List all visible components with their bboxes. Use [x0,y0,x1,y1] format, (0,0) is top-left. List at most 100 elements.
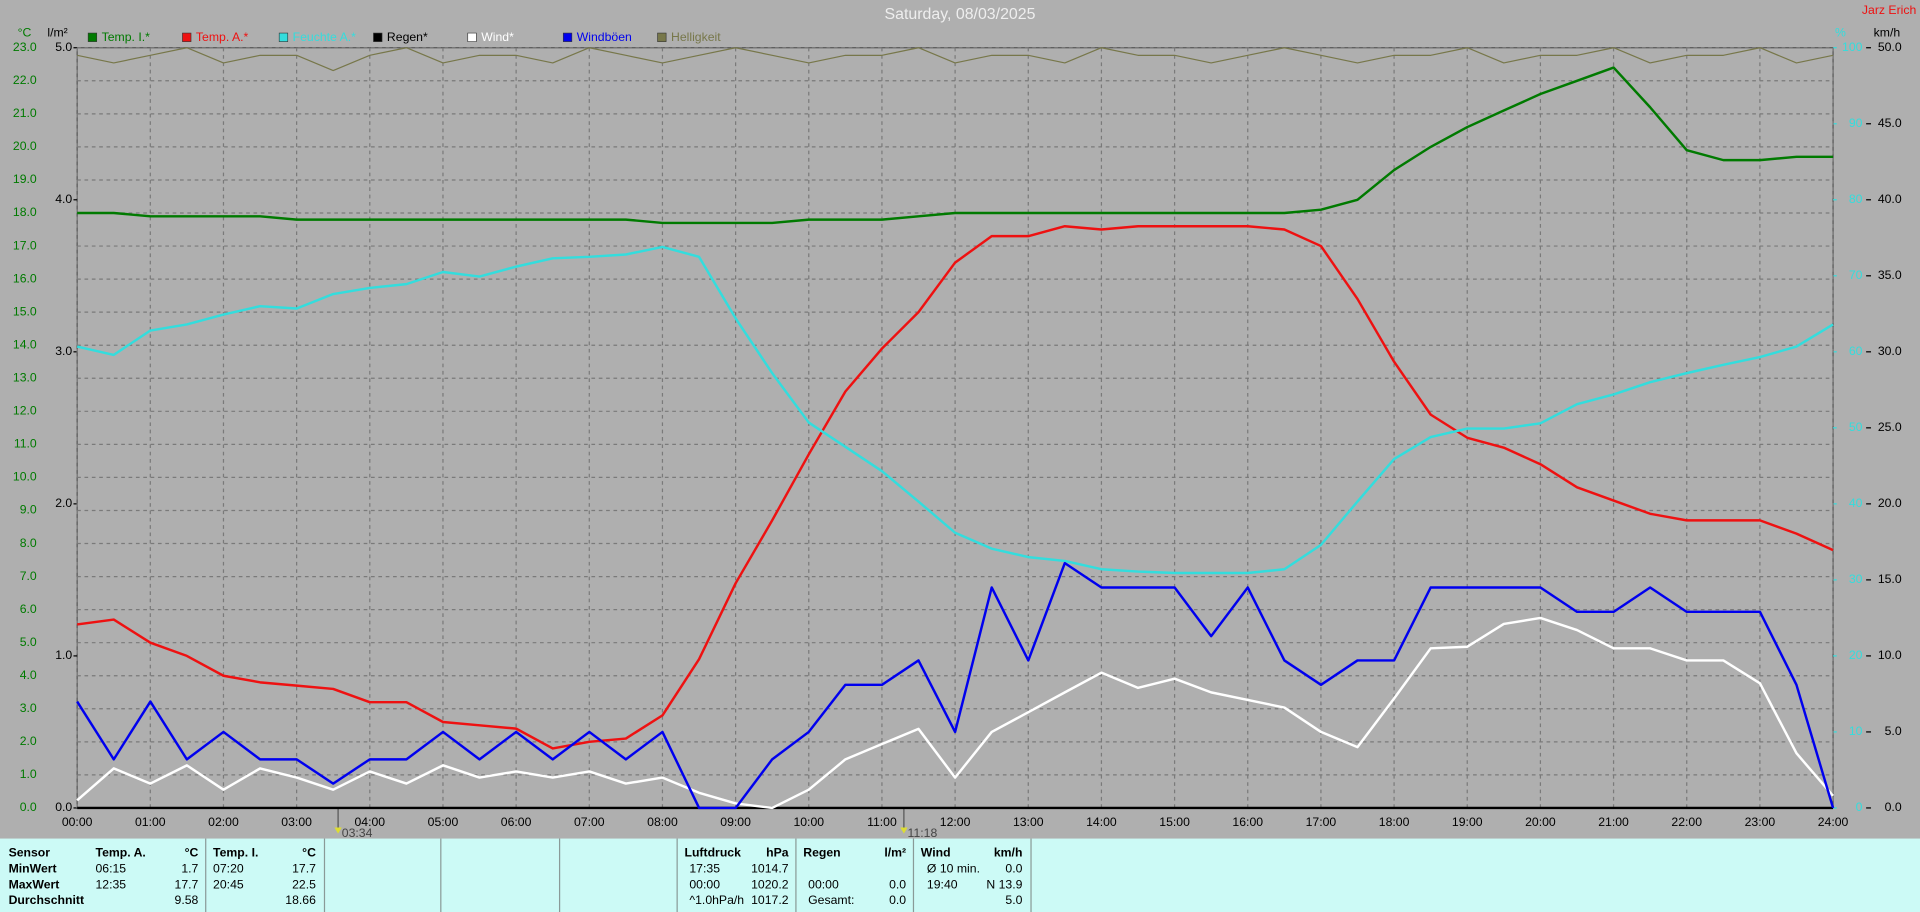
plot-area [76,47,1834,809]
legend-swatch [182,32,192,42]
humidity-tick-label: 0 [1856,800,1863,814]
footer-cell: 0.0 [889,893,906,907]
y2-tick-label: 15.0 [1878,572,1902,586]
y-tick-label: 23.0 [13,40,37,54]
x-tick-label: 12:00 [940,815,971,829]
y-tick-label: 1.0 [20,767,37,781]
x-tick-label: 19:00 [1452,815,1483,829]
series-line [76,245,1834,575]
footer-header: Regen [803,845,840,859]
y2-tick-label: 10.0 [1878,648,1902,662]
humidity-tick-label: 100 [1842,40,1863,54]
y2-tick-label: 40.0 [1878,192,1902,206]
y-tick-label: 0.0 [20,800,37,814]
y2-tick-label: 45.0 [1878,116,1902,130]
humidity-tick-label: 60 [1849,344,1863,358]
legend-label: Regen* [387,30,428,44]
footer-cell: 17:35 [689,861,720,875]
footer-cell: 12:35 [96,877,127,891]
y-tick-label: 21.0 [13,106,37,120]
footer-cell: 1020.2 [751,877,789,891]
y-axis-unit: °C [18,25,32,39]
footer-cell: 9.58 [175,893,199,907]
humidity-tick-label: 30 [1849,572,1863,586]
y-tick-label: 5.0 [20,635,37,649]
y-tick-label: 3.0 [20,701,37,715]
annotation-label: 03:34 [342,826,373,840]
legend-label: Feuchte A.* [293,30,356,44]
footer-header: Temp. A. [96,845,146,859]
y2-tick-label: 25.0 [1878,420,1902,434]
series-line [76,225,1834,750]
footer-header: km/h [994,845,1023,859]
footer-header: Sensor [9,845,51,859]
legend-swatch [373,32,383,42]
footer-cell: 17.7 [292,861,316,875]
x-tick-label: 15:00 [1159,815,1190,829]
y-tick-label: 14.0 [13,337,37,351]
humidity-tick-label: 20 [1849,648,1863,662]
humidity-tick-label: 40 [1849,496,1863,510]
x-tick-label: 18:00 [1379,815,1410,829]
legend-swatch [657,32,667,42]
annotation-icon [334,827,342,834]
footer-cell: Gesamt: [808,893,854,907]
y2-tick-label: 20.0 [1878,496,1902,510]
legend-label: Temp. A.* [196,30,249,44]
y2-tick-label: 5.0 [1885,724,1902,738]
y-tick-label: 15.0 [13,304,37,318]
rain-tick-label: 0.0 [55,800,72,814]
y-tick-label: 8.0 [20,536,37,550]
x-tick-label: 00:00 [62,815,93,829]
legend-label: Wind* [481,30,514,44]
x-tick-label: 06:00 [501,815,532,829]
footer-cell: 1014.7 [751,861,789,875]
legend-label: Temp. I.* [102,30,151,44]
x-tick-label: 24:00 [1818,815,1849,829]
y-tick-label: 20.0 [13,139,37,153]
footer-row-label: MinWert [9,861,57,875]
x-tick-label: 23:00 [1745,815,1776,829]
footer-cell: 00:00 [689,877,720,891]
x-tick-label: 03:00 [281,815,312,829]
y-tick-label: 16.0 [13,271,37,285]
x-tick-label: 02:00 [208,815,239,829]
y-tick-label: 10.0 [13,470,37,484]
x-tick-label: 13:00 [1013,815,1044,829]
x-tick-label: 08:00 [647,815,678,829]
x-tick-label: 20:00 [1525,815,1556,829]
footer-cell: 00:00 [808,877,839,891]
y-tick-label: 7.0 [20,569,37,583]
footer-cell: 20:45 [213,877,244,891]
x-tick-label: 07:00 [574,815,605,829]
y-tick-label: 17.0 [13,238,37,252]
station-name: Jarz Erich [1862,3,1917,17]
footer-cell: Ø 10 min. [927,861,980,875]
series-line [76,616,1834,810]
footer-cell: 22.5 [292,877,316,891]
footer-row-label: Durchschnitt [9,893,84,907]
legend-swatch [467,32,477,42]
series-line [77,47,1834,72]
legend-swatch [562,32,573,42]
footer-cell: N 13.9 [986,877,1022,891]
footer-cell: 0.0 [1005,861,1022,875]
footer-header: l/m² [884,845,906,859]
footer-dividers [205,838,1032,912]
footer-header: °C [185,845,199,859]
footer-cell: 17.7 [175,877,199,891]
rain-tick-label: 4.0 [55,192,72,206]
rain-tick-label: 2.0 [55,496,72,510]
y-tick-label: 2.0 [20,734,37,748]
footer-cell: 19:40 [927,877,958,891]
x-tick-label: 22:00 [1671,815,1702,829]
chart-title: Saturday, 08/03/2025 [885,6,1036,23]
y2-axis-unit: km/h [1874,25,1901,39]
footer-cell: 0.0 [889,877,906,891]
humidity-tick-label: 70 [1849,268,1863,282]
footer-cell: ^1.0hPa/h [689,893,744,907]
y-tick-label: 13.0 [13,371,37,385]
legend-swatch [87,32,98,42]
